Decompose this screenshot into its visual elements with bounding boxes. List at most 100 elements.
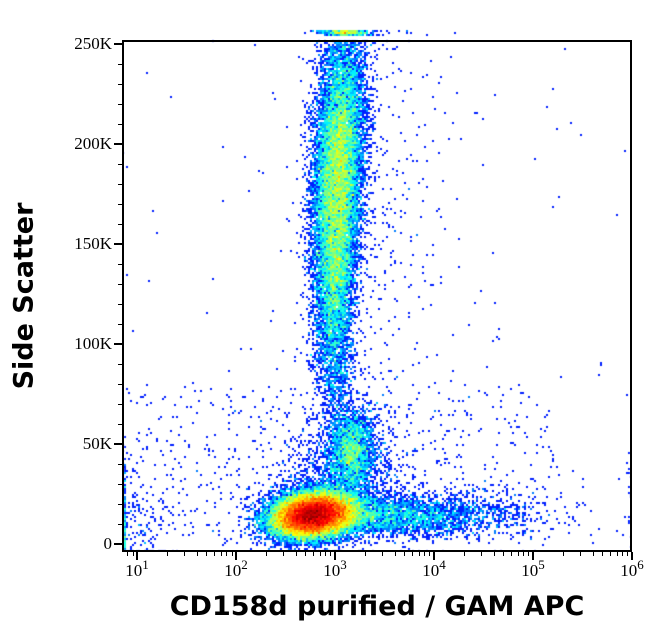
x-axis-minor-tick	[503, 552, 505, 556]
x-axis-major-tick	[235, 552, 238, 560]
x-tick-label-base: 10	[521, 561, 539, 580]
x-axis-minor-tick	[562, 552, 564, 556]
x-axis-major-tick	[532, 552, 534, 560]
x-axis-minor-tick	[231, 552, 233, 556]
y-axis-major-tick	[114, 343, 122, 345]
x-tick-label-base: 10	[125, 561, 143, 580]
y-axis-minor-tick	[118, 304, 122, 305]
y-tick-label: 250K	[74, 34, 112, 53]
x-axis-minor-tick	[325, 552, 327, 556]
y-tick-label: 50K	[82, 434, 112, 453]
x-axis-minor-tick	[493, 552, 495, 556]
x-tick-label-base: 10	[224, 561, 242, 580]
y-axis-minor-tick	[118, 64, 122, 65]
x-axis-minor-tick	[319, 552, 321, 556]
y-axis-minor-tick	[118, 284, 122, 285]
x-axis-minor-tick	[517, 552, 519, 556]
x-axis-minor-tick	[592, 552, 594, 556]
y-axis-minor-tick	[118, 384, 122, 385]
y-axis-minor-tick	[118, 184, 122, 185]
y-axis-minor-tick	[118, 404, 122, 405]
x-tick-label: 105	[521, 557, 545, 581]
y-axis-minor-tick	[118, 364, 122, 365]
x-axis-minor-tick	[481, 552, 483, 556]
x-tick-label-base: 10	[620, 561, 638, 580]
scatter-density-canvas	[122, 28, 632, 552]
x-axis-minor-tick	[184, 552, 186, 556]
x-axis-minor-tick	[610, 552, 612, 556]
y-tick-label: 0	[103, 534, 113, 553]
y-axis-title: Side Scatter	[8, 202, 40, 390]
x-axis-major-tick	[136, 552, 139, 560]
y-axis-minor-tick	[118, 484, 122, 485]
x-tick-label: 104	[422, 557, 446, 581]
x-axis-minor-tick	[295, 552, 297, 556]
x-axis-minor-tick	[220, 552, 222, 556]
x-axis-minor-tick	[424, 552, 426, 556]
x-axis-minor-tick	[602, 552, 604, 556]
x-tick-label-exponent: 3	[340, 557, 347, 572]
x-tick-label-exponent: 6	[637, 557, 644, 572]
y-axis-minor-tick	[118, 324, 122, 325]
y-axis-minor-tick	[118, 124, 122, 125]
x-axis-minor-tick	[206, 552, 208, 556]
x-axis-minor-tick	[330, 552, 332, 556]
x-axis-minor-tick	[580, 552, 582, 556]
x-axis-minor-tick	[166, 552, 168, 556]
x-axis-minor-tick	[429, 552, 431, 556]
x-axis-minor-tick	[616, 552, 618, 556]
x-axis-major-tick	[433, 552, 436, 560]
y-tick-label: 100K	[74, 334, 112, 353]
y-axis-minor-tick	[118, 504, 122, 505]
x-axis-major-tick	[334, 552, 337, 560]
x-tick-label: 103	[323, 557, 347, 581]
x-tick-label-base: 10	[323, 561, 341, 580]
x-axis-minor-tick	[412, 552, 414, 556]
y-axis-minor-tick	[118, 224, 122, 225]
x-tick-label-exponent: 4	[439, 557, 446, 572]
y-tick-label: 200K	[74, 134, 112, 153]
y-axis-major-tick	[114, 543, 122, 545]
x-axis-minor-tick	[214, 552, 216, 556]
x-tick-label-exponent: 5	[538, 557, 545, 572]
y-axis-minor-tick	[118, 524, 122, 525]
x-axis-minor-tick	[511, 552, 513, 556]
x-axis-minor-tick	[226, 552, 228, 556]
x-tick-label: 106	[620, 557, 644, 581]
x-axis-minor-tick	[132, 552, 134, 556]
x-axis-minor-tick	[627, 552, 629, 556]
x-tick-label-exponent: 2	[241, 557, 248, 572]
y-axis-major-tick	[114, 143, 122, 145]
x-axis-minor-tick	[404, 552, 406, 556]
x-axis-minor-tick	[265, 552, 267, 556]
x-axis-minor-tick	[463, 552, 465, 556]
x-axis-minor-tick	[364, 552, 366, 556]
x-axis-minor-tick	[127, 552, 129, 556]
y-axis-minor-tick	[118, 464, 122, 465]
x-axis-minor-tick	[305, 552, 307, 556]
x-axis-minor-tick	[313, 552, 315, 556]
y-axis-minor-tick	[118, 264, 122, 265]
x-axis-minor-tick	[523, 552, 525, 556]
x-axis-minor-tick	[418, 552, 420, 556]
x-tick-label-exponent: 1	[142, 557, 149, 572]
x-tick-label: 102	[224, 557, 248, 581]
y-axis-major-tick	[114, 443, 122, 445]
x-axis-title: CD158d purified / GAM APC	[169, 591, 585, 622]
x-axis-minor-tick	[622, 552, 624, 556]
x-axis-minor-tick	[528, 552, 530, 556]
y-axis-minor-tick	[118, 424, 122, 425]
y-axis-minor-tick	[118, 204, 122, 205]
y-tick-label: 150K	[74, 234, 112, 253]
x-axis-minor-tick	[394, 552, 396, 556]
y-axis-minor-tick	[118, 164, 122, 165]
x-axis-minor-tick	[283, 552, 285, 556]
x-axis-minor-tick	[382, 552, 384, 556]
x-axis-major-tick	[631, 552, 633, 560]
x-tick-label: 101	[125, 557, 149, 581]
y-axis-minor-tick	[118, 84, 122, 85]
y-axis-major-tick	[114, 43, 122, 45]
x-axis-minor-tick	[196, 552, 198, 556]
y-axis-minor-tick	[118, 104, 122, 105]
